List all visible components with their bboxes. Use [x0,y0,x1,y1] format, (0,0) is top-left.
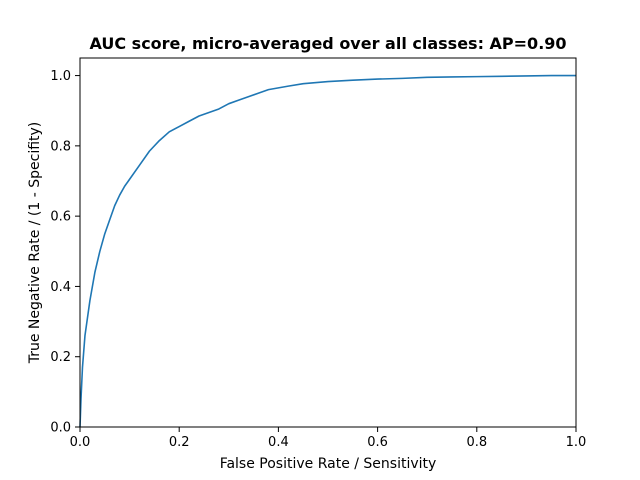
plot-frame [79,57,577,428]
x-tick-label: 0.6 [367,435,388,450]
roc-curve-line-0 [79,74,576,428]
x-tick-label: 0.8 [466,435,487,450]
x-tick-label: 0.2 [169,435,190,450]
y-tick-label: 0.6 [50,210,71,225]
chart-title: AUC score, micro-averaged over all class… [89,34,566,53]
y-tick-label: 0.4 [50,280,71,295]
x-axis-label: False Positive Rate / Sensitivity [220,456,437,472]
y-axis-label: True Negative Rate / (1 - Specifity) [27,122,43,365]
y-tick-label: 0.8 [50,139,71,154]
y-tick-label: 1.0 [50,69,71,84]
x-tick-label: 0.4 [268,435,289,450]
x-tick-label: 0.0 [70,435,91,450]
x-tick-label: 1.0 [566,435,587,450]
y-tick-label: 0.2 [50,350,71,365]
y-tick-label: 0.0 [50,421,71,436]
